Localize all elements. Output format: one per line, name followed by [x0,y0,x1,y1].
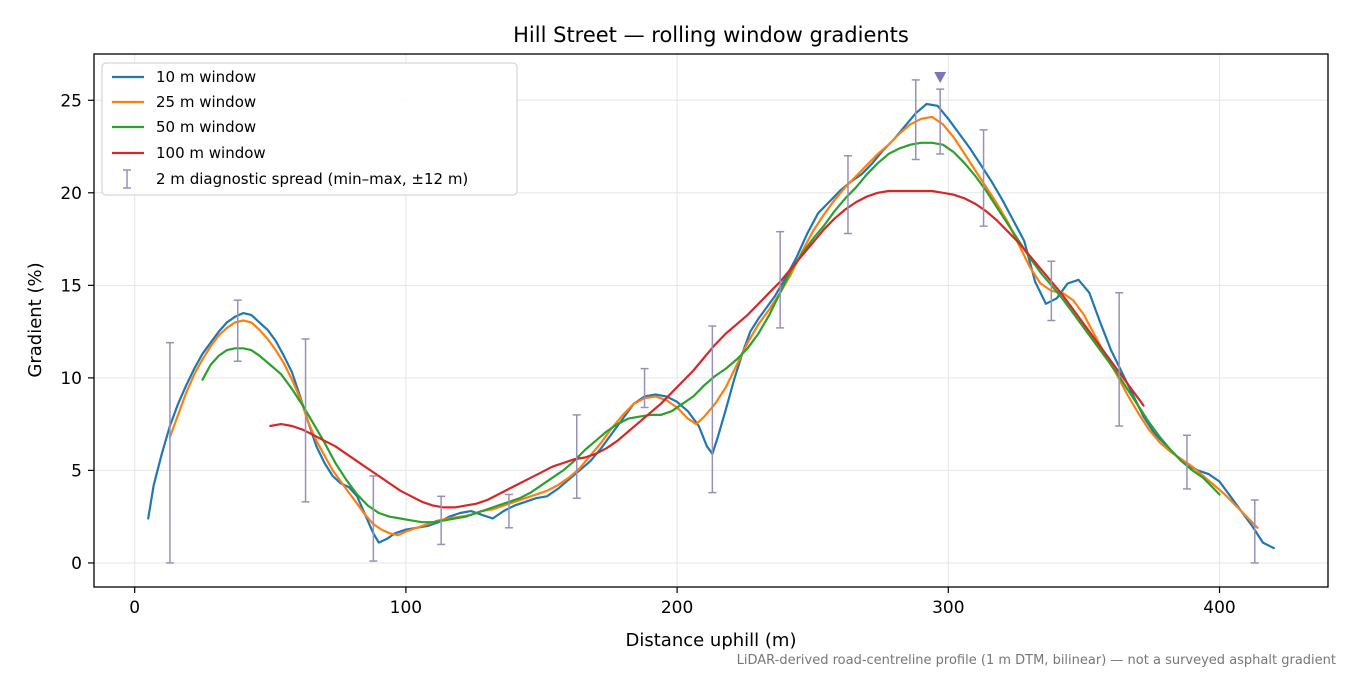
errorbar [936,88,945,155]
errorbar [708,325,717,494]
peak-markers [934,72,947,84]
errorbar [437,495,446,546]
series-line-3 [201,141,1221,524]
legend-label: 50 m window [156,118,256,136]
series-line-4 [269,189,1145,509]
x-axis-ticks: 0 100 200 300 400 [129,587,1236,618]
errorbar [776,230,785,329]
legend-label: 25 m window [156,93,256,111]
errorbar [640,367,649,409]
plot-frame [93,53,1329,588]
errorbar [504,493,513,529]
legend-label: 2 m diagnostic spread (min–max, ±12 m) [156,170,468,188]
errorbars [165,79,1259,564]
errorbar [843,155,852,235]
peak-marker [934,72,947,84]
errorbar [1047,260,1056,322]
legend: 10 m window 25 m window 50 m window 100 m w… [101,62,518,196]
errorbar [1250,499,1259,564]
x-tick-label: 300 [932,598,964,618]
errorbar [233,299,242,362]
errorbar [301,338,310,503]
y-tick-label: 0 [71,554,82,574]
y-tick-label: 15 [60,276,82,296]
errorbar [979,129,988,227]
y-tick-label: 20 [60,184,82,204]
errorbar [369,475,378,562]
chart-title: Hill Street — rolling window gradients [513,23,909,47]
legend-errorbar-swatch [123,169,131,189]
x-tick-label: 200 [661,598,693,618]
y-tick-label: 10 [60,369,82,389]
y-tick-label: 5 [71,461,82,481]
errorbar [911,79,920,161]
legend-items: 10 m window 25 m window 50 m window 100 m w… [112,68,468,189]
errorbar [165,341,174,564]
legend-label: 100 m window [156,144,266,162]
footnote: LiDAR-derived road-centreline profile (1… [737,653,1336,668]
y-axis-title: Gradient (%) [25,262,46,377]
legend-box [101,62,518,196]
y-axis-ticks: 0 5 10 15 20 25 [60,91,94,574]
x-axis-title: Distance uphill (m) [626,630,797,651]
errorbar [1115,291,1124,427]
errorbar [572,414,581,499]
x-tick-label: 0 [129,598,140,618]
legend-label: 10 m window [156,68,256,86]
y-tick-label: 25 [60,91,82,111]
errorbar [1182,434,1191,490]
x-tick-label: 400 [1203,598,1235,618]
x-tick-label: 100 [390,598,422,618]
